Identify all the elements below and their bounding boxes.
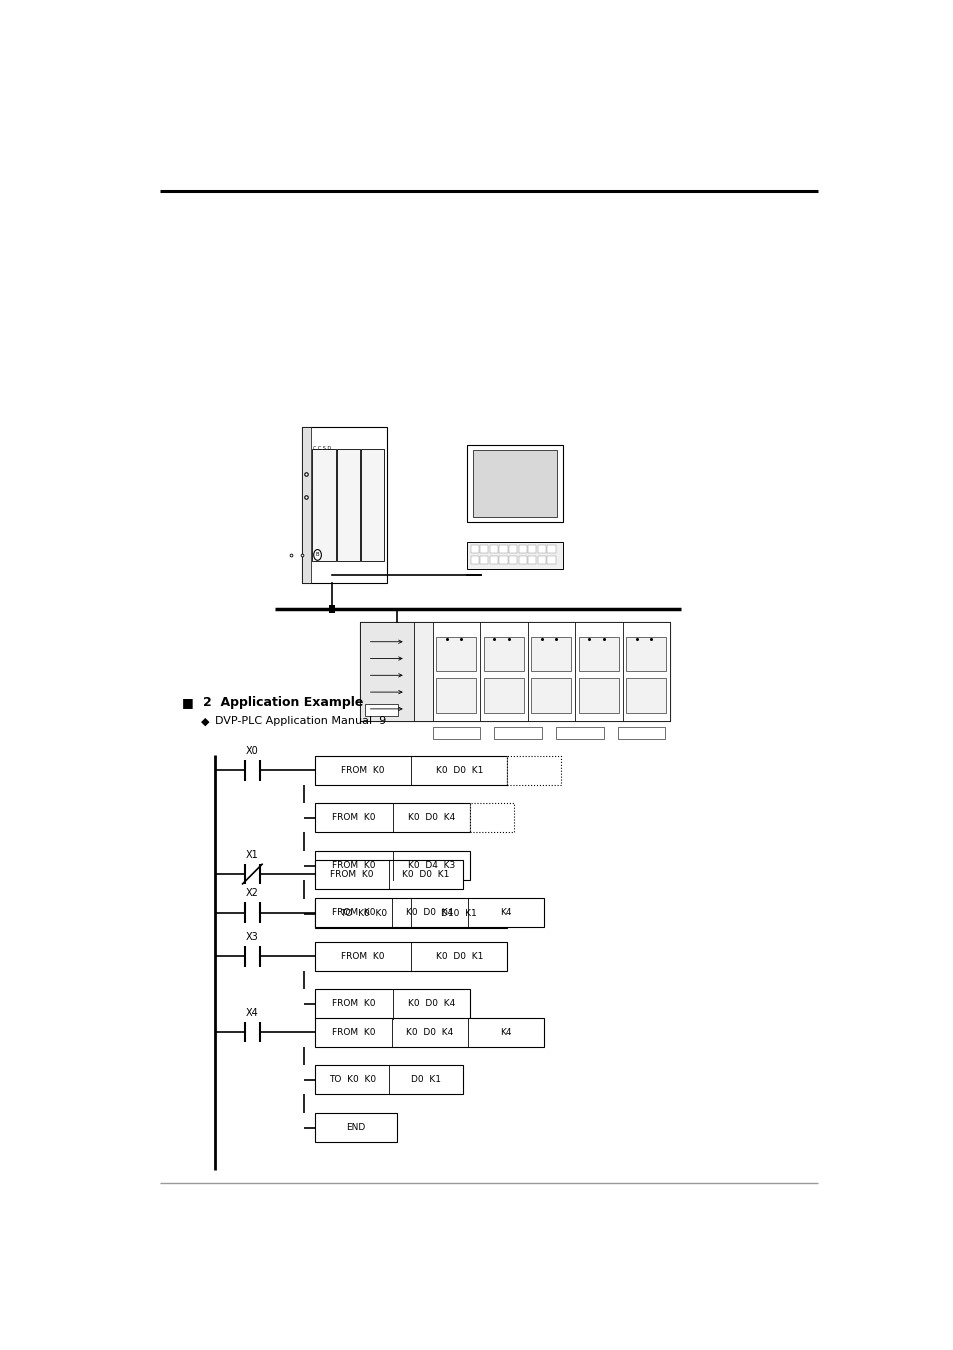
Bar bbox=[537, 556, 545, 564]
Bar bbox=[578, 637, 618, 671]
Bar bbox=[314, 860, 462, 888]
Bar bbox=[436, 637, 476, 671]
Text: TO  K0  K0: TO K0 K0 bbox=[328, 1076, 375, 1084]
Bar bbox=[547, 556, 555, 564]
Bar bbox=[626, 678, 665, 713]
Bar bbox=[479, 544, 488, 554]
Bar bbox=[314, 899, 507, 927]
Bar bbox=[359, 622, 414, 721]
Text: END: END bbox=[346, 1123, 365, 1133]
Text: D10  K1: D10 K1 bbox=[441, 909, 476, 918]
Text: FROM  K0: FROM K0 bbox=[341, 765, 385, 775]
Text: X4: X4 bbox=[246, 1007, 258, 1018]
Bar bbox=[578, 678, 618, 713]
Bar bbox=[494, 726, 541, 738]
Bar bbox=[314, 1018, 544, 1046]
Bar bbox=[336, 450, 359, 562]
Bar bbox=[361, 450, 384, 562]
Bar bbox=[518, 556, 526, 564]
Bar bbox=[531, 678, 571, 713]
Bar bbox=[302, 427, 311, 583]
Bar bbox=[499, 544, 507, 554]
Bar bbox=[509, 544, 517, 554]
Bar bbox=[489, 544, 497, 554]
Text: FROM  K0: FROM K0 bbox=[332, 861, 375, 871]
Bar bbox=[359, 622, 669, 721]
Bar bbox=[436, 678, 476, 713]
Bar bbox=[314, 1065, 462, 1095]
Bar bbox=[472, 450, 557, 517]
Text: K0  D0  K1: K0 D0 K1 bbox=[436, 952, 482, 961]
Bar bbox=[432, 726, 479, 738]
Bar bbox=[470, 556, 478, 564]
Bar bbox=[528, 556, 536, 564]
Bar bbox=[556, 726, 603, 738]
Text: FROM  K0: FROM K0 bbox=[332, 909, 375, 917]
Text: FROM  K0: FROM K0 bbox=[330, 869, 374, 879]
Bar bbox=[528, 544, 536, 554]
Bar bbox=[547, 544, 555, 554]
Bar bbox=[507, 756, 560, 784]
Circle shape bbox=[314, 549, 321, 560]
Bar bbox=[527, 622, 575, 721]
Bar bbox=[626, 637, 665, 671]
Text: K4: K4 bbox=[500, 1027, 512, 1037]
Bar bbox=[314, 852, 470, 880]
Text: K0  D0  K4: K0 D0 K4 bbox=[406, 909, 453, 917]
Bar bbox=[470, 803, 514, 833]
Bar bbox=[537, 544, 545, 554]
Bar bbox=[365, 703, 397, 716]
Text: X0: X0 bbox=[246, 745, 258, 756]
Bar bbox=[618, 726, 664, 738]
Text: TO  K0  K0: TO K0 K0 bbox=[339, 909, 386, 918]
Text: X2: X2 bbox=[246, 888, 258, 898]
Bar bbox=[483, 678, 523, 713]
Text: FROM  K0: FROM K0 bbox=[341, 952, 385, 961]
Bar bbox=[466, 444, 562, 522]
Bar bbox=[483, 637, 523, 671]
Text: FROM  K0: FROM K0 bbox=[332, 999, 375, 1008]
Bar bbox=[479, 622, 527, 721]
Text: K0  D0  K4: K0 D0 K4 bbox=[406, 1027, 453, 1037]
Text: B: B bbox=[315, 552, 319, 558]
Text: K0  D0  K1: K0 D0 K1 bbox=[402, 869, 449, 879]
Bar bbox=[518, 544, 526, 554]
Bar bbox=[414, 622, 432, 721]
Bar bbox=[509, 556, 517, 564]
Bar bbox=[314, 898, 544, 927]
Bar bbox=[622, 622, 669, 721]
Text: X3: X3 bbox=[246, 931, 258, 942]
Bar bbox=[314, 803, 470, 833]
Bar bbox=[499, 556, 507, 564]
Text: DVP-PLC Application Manual  9: DVP-PLC Application Manual 9 bbox=[215, 717, 386, 726]
Bar bbox=[432, 622, 479, 721]
Bar bbox=[575, 622, 622, 721]
Bar bbox=[470, 544, 478, 554]
Bar bbox=[314, 942, 507, 971]
Bar bbox=[314, 1114, 396, 1142]
Text: K4: K4 bbox=[500, 909, 512, 917]
Text: K0  D0  K1: K0 D0 K1 bbox=[436, 765, 482, 775]
Bar bbox=[466, 543, 562, 570]
Text: ◆: ◆ bbox=[200, 717, 209, 726]
Text: K0  D4  K3: K0 D4 K3 bbox=[408, 861, 455, 871]
Text: FROM  K0: FROM K0 bbox=[332, 814, 375, 822]
Bar bbox=[314, 756, 507, 784]
Bar bbox=[314, 990, 470, 1018]
Text: FROM  K0: FROM K0 bbox=[332, 1027, 375, 1037]
Text: C C S D: C C S D bbox=[313, 446, 331, 451]
Bar bbox=[302, 427, 387, 583]
Text: X1: X1 bbox=[246, 849, 258, 860]
Text: ■: ■ bbox=[182, 697, 193, 709]
Text: D0  K1: D0 K1 bbox=[411, 1076, 440, 1084]
Bar bbox=[489, 556, 497, 564]
Bar bbox=[329, 605, 335, 613]
Bar bbox=[479, 556, 488, 564]
Text: K0  D0  K4: K0 D0 K4 bbox=[408, 814, 455, 822]
Text: 2  Application Example: 2 Application Example bbox=[203, 697, 363, 709]
Text: K0  D0  K4: K0 D0 K4 bbox=[408, 999, 455, 1008]
Bar bbox=[531, 637, 571, 671]
Bar bbox=[313, 450, 335, 562]
